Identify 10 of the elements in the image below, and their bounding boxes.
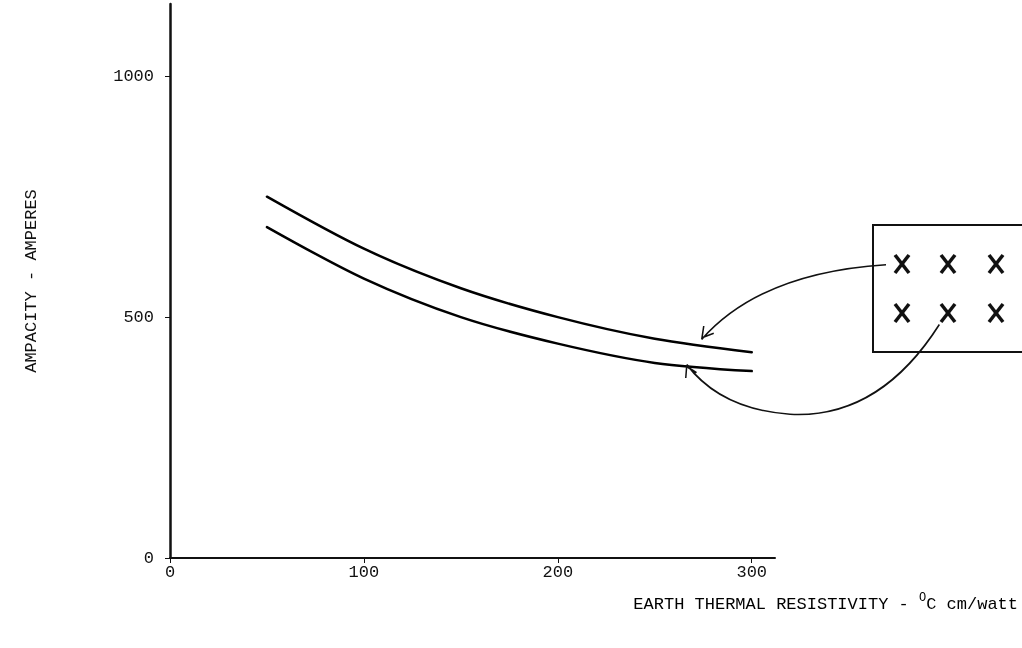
x-tick-label: 300	[736, 563, 768, 582]
y-tick-label: 1000	[113, 66, 154, 86]
y-tick-label: 0	[143, 548, 154, 568]
y-tick-label: 500	[123, 307, 154, 327]
y-axis-title: AMPACITY - AMPERES	[22, 189, 41, 373]
x-tick-label: 200	[542, 563, 574, 582]
x-tick-label: 100	[348, 563, 380, 582]
line-series	[265, 195, 753, 354]
x-tick-label: 0	[164, 563, 176, 582]
line-series	[265, 225, 753, 373]
